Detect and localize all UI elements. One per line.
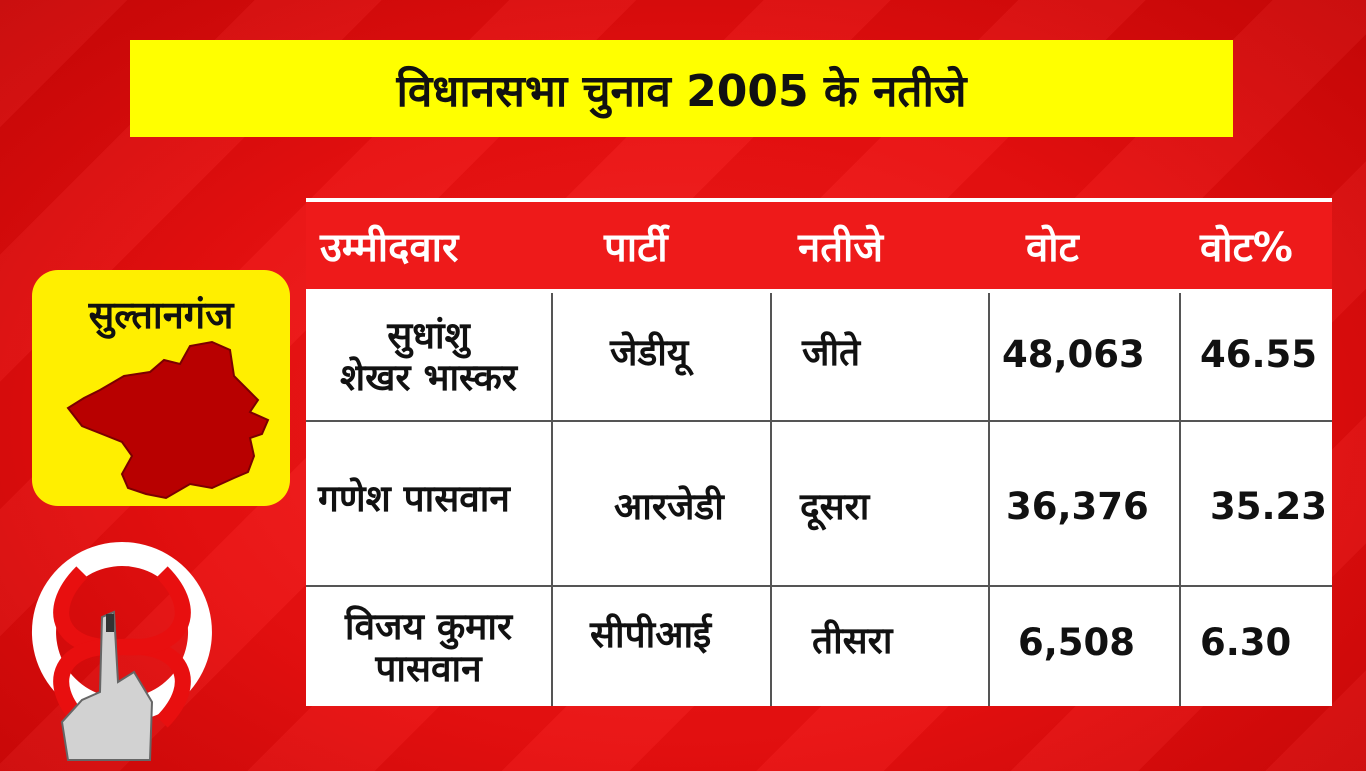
table-header-row: उम्मीदवार पार्टी नतीजे वोट वोट%	[306, 202, 1332, 289]
results-table: उम्मीदवार पार्टी नतीजे वोट वोट% सुधांशु …	[306, 198, 1332, 706]
row1-result: जीते	[802, 331, 861, 374]
constituency-map-icon	[66, 340, 270, 500]
constituency-name: सुल्तानगंज	[88, 293, 234, 337]
voting-finger-symbol-icon	[31, 542, 212, 761]
row-divider	[306, 585, 1332, 587]
constituency-card: सुल्तानगंज	[32, 270, 290, 506]
title-banner: विधानसभा चुनाव 2005 के नतीजे	[130, 40, 1233, 137]
row1-votes: 48,063	[1002, 333, 1145, 376]
row3-result: तीसरा	[812, 619, 893, 662]
header-result: नतीजे	[798, 225, 884, 271]
row1-candidate-line2: शेखर भास्कर	[340, 356, 517, 399]
row3-vote-percent: 6.30	[1200, 621, 1292, 664]
row3-candidate-line1: विजय कुमार	[344, 605, 513, 648]
column-divider	[551, 293, 553, 706]
row1-vote-percent: 46.55	[1200, 333, 1318, 376]
row3-party: सीपीआई	[590, 613, 712, 656]
header-candidate: उम्मीदवार	[320, 225, 459, 271]
row3-candidate: विजय कुमार पासवान	[306, 593, 551, 703]
row1-party: जेडीयू	[610, 331, 689, 374]
row2-result: दूसरा	[800, 485, 870, 528]
header-party: पार्टी	[604, 225, 668, 271]
row2-party: आरजेडी	[614, 485, 724, 528]
page-title: विधानसभा चुनाव 2005 के नतीजे	[396, 65, 967, 117]
row3-candidate-line2: पासवान	[375, 647, 482, 690]
header-votes: वोट	[1026, 225, 1079, 271]
row3-votes: 6,508	[1018, 621, 1136, 664]
row2-vote-percent: 35.23	[1210, 485, 1328, 528]
row1-candidate-line1: सुधांशु	[387, 314, 470, 357]
row2-candidate: गणेश पासवान	[318, 477, 510, 520]
row1-candidate: सुधांशु शेखर भास्कर	[306, 302, 551, 412]
column-divider	[770, 293, 772, 706]
row2-votes: 36,376	[1006, 485, 1149, 528]
column-divider	[1179, 293, 1181, 706]
row-divider	[306, 420, 1332, 422]
column-divider	[988, 293, 990, 706]
header-vote-percent: वोट%	[1200, 225, 1293, 271]
